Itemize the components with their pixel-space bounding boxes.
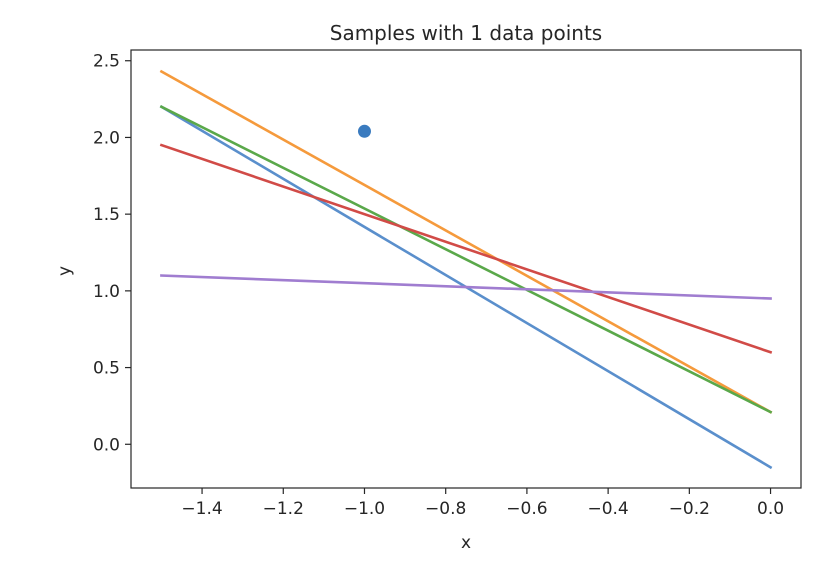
y-tick-label: 0.0: [93, 435, 120, 455]
y-tick-label: 0.5: [93, 359, 120, 379]
series-line-3: [159, 105, 773, 414]
chart-title: Samples with 1 data points: [330, 21, 602, 45]
y-tick-label: 1.0: [93, 282, 120, 302]
series-line-5: [160, 274, 772, 300]
x-tick-label: −0.2: [669, 499, 710, 519]
x-tick-label: 0.0: [757, 499, 784, 519]
data-points: [357, 124, 371, 138]
data-point-1: [357, 124, 371, 138]
plot-area-frame: [130, 49, 802, 489]
x-tick-label: −1.2: [263, 499, 304, 519]
series-line-2: [159, 69, 773, 414]
y-tick-label: 1.5: [93, 205, 120, 225]
y-axis-label: y: [55, 266, 75, 276]
x-axis-label: x: [461, 533, 471, 553]
x-tick-label: −0.8: [425, 499, 466, 519]
x-tick-label: −1.4: [181, 499, 222, 519]
axis-ticks: −1.4 −1.2 −1.0 −0.8 −0.6 −0.4 −0.2 0.0 0.0 0.5 1.0…: [93, 52, 784, 519]
y-tick-label: 2.0: [93, 128, 120, 148]
series-lines: [159, 69, 773, 470]
x-tick-label: −0.4: [587, 499, 628, 519]
series-line-4: [159, 143, 773, 354]
y-tick-label: 2.5: [93, 52, 120, 72]
x-tick-label: −0.6: [506, 499, 547, 519]
x-tick-label: −1.0: [344, 499, 385, 519]
